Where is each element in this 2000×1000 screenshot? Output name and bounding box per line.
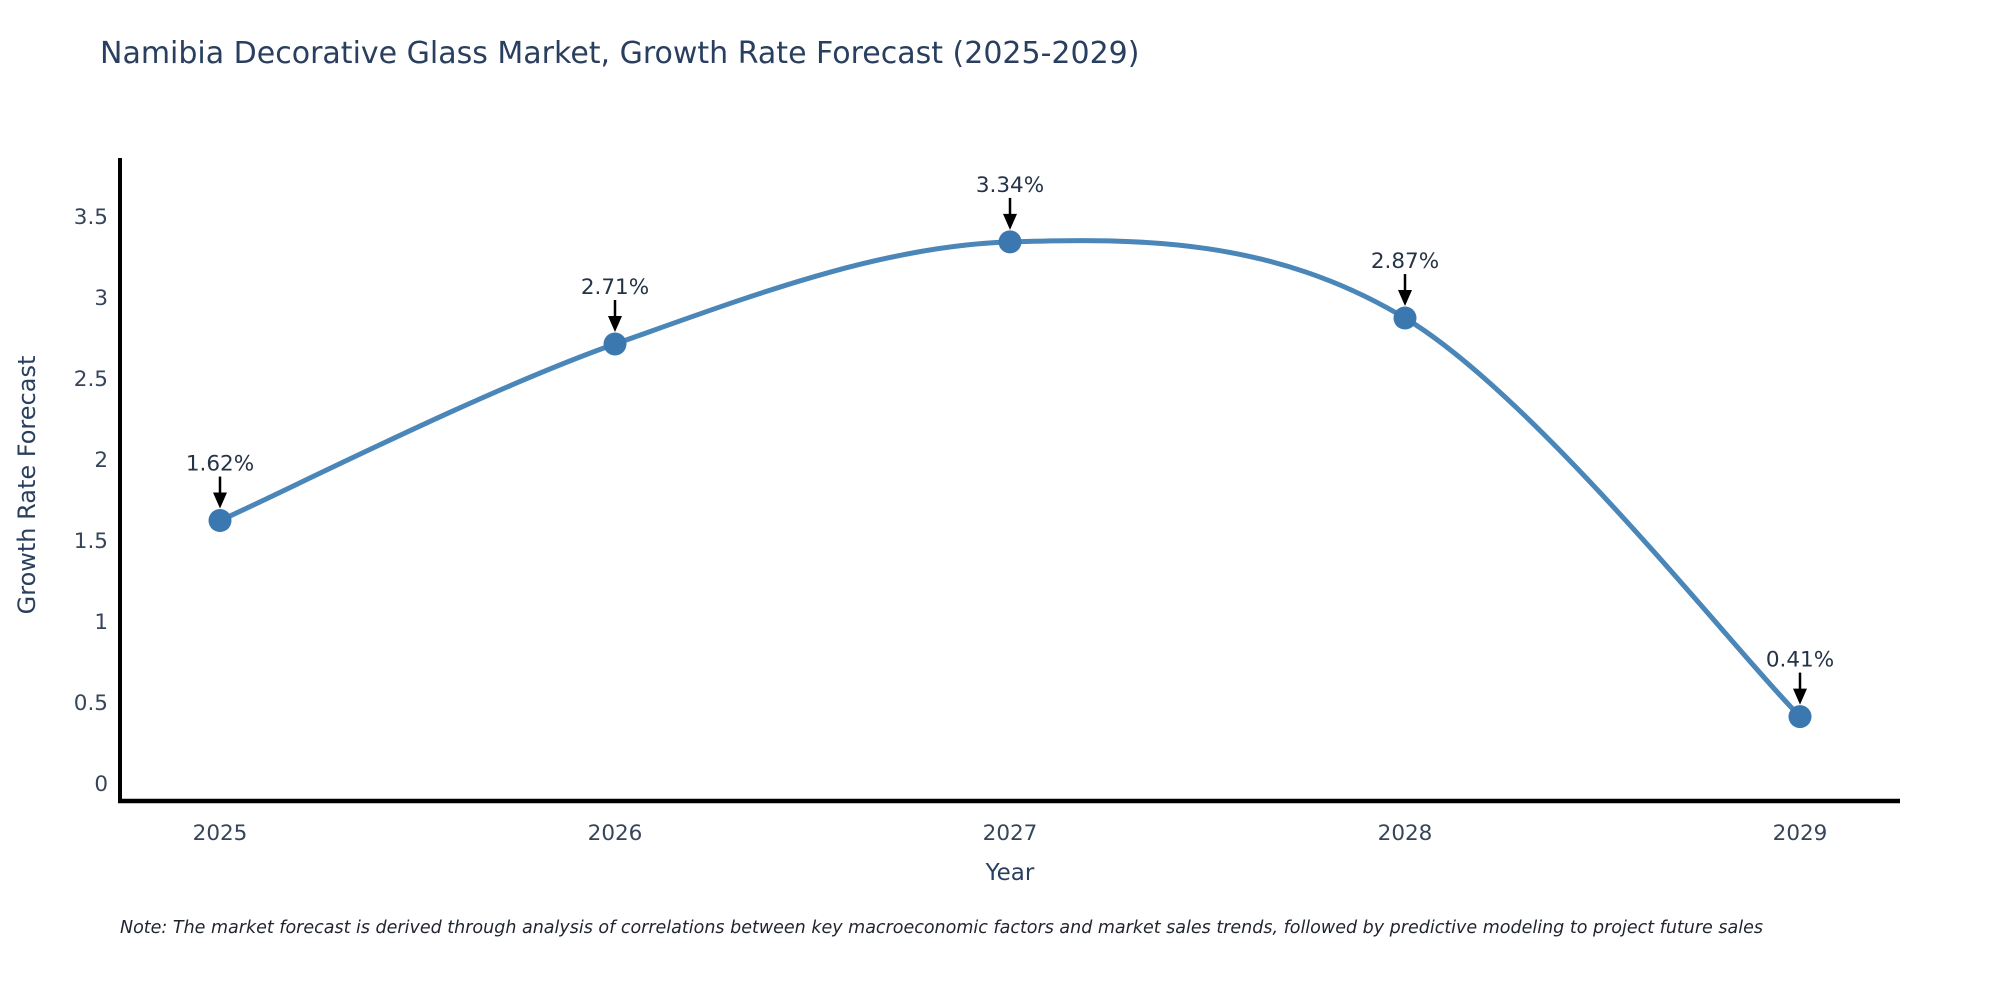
data-point-marker (998, 230, 1022, 254)
y-tick-label: 3.5 (74, 205, 108, 230)
data-point-marker (208, 509, 232, 533)
annotation-label: 3.34% (976, 173, 1044, 198)
y-tick-label: 3 (94, 286, 108, 311)
annotation-label: 0.41% (1766, 648, 1834, 673)
data-point-marker (1393, 306, 1417, 330)
data-point-marker (1788, 705, 1812, 729)
y-tick-label: 0.5 (74, 691, 108, 716)
y-tick-label: 2.5 (74, 367, 108, 392)
x-tick-label: 2026 (588, 821, 643, 846)
annotation-arrowhead (1003, 213, 1017, 230)
y-tick-label: 0 (94, 772, 108, 797)
x-tick-label: 2029 (1773, 821, 1828, 846)
footnote-text: Note: The market forecast is derived thr… (120, 918, 1763, 938)
annotation-arrowhead (608, 315, 622, 332)
x-axis-title: Year (985, 860, 1035, 886)
annotation-arrowhead (213, 492, 227, 509)
annotation-arrowhead (1793, 688, 1807, 705)
x-tick-label: 2028 (1378, 821, 1433, 846)
x-tick-label: 2025 (193, 821, 248, 846)
y-tick-label: 1.5 (74, 529, 108, 554)
chart-title: Namibia Decorative Glass Market, Growth … (100, 36, 1140, 71)
annotation-label: 2.87% (1371, 249, 1439, 274)
annotation-arrowhead (1398, 290, 1412, 307)
annotation-label: 1.62% (186, 452, 254, 477)
x-tick-label: 2027 (983, 821, 1038, 846)
data-point-marker (603, 332, 627, 356)
forecast-line (217, 238, 1803, 720)
annotation-label: 2.71% (581, 275, 649, 300)
y-tick-label: 1 (94, 610, 108, 635)
y-tick-label: 2 (94, 448, 108, 473)
